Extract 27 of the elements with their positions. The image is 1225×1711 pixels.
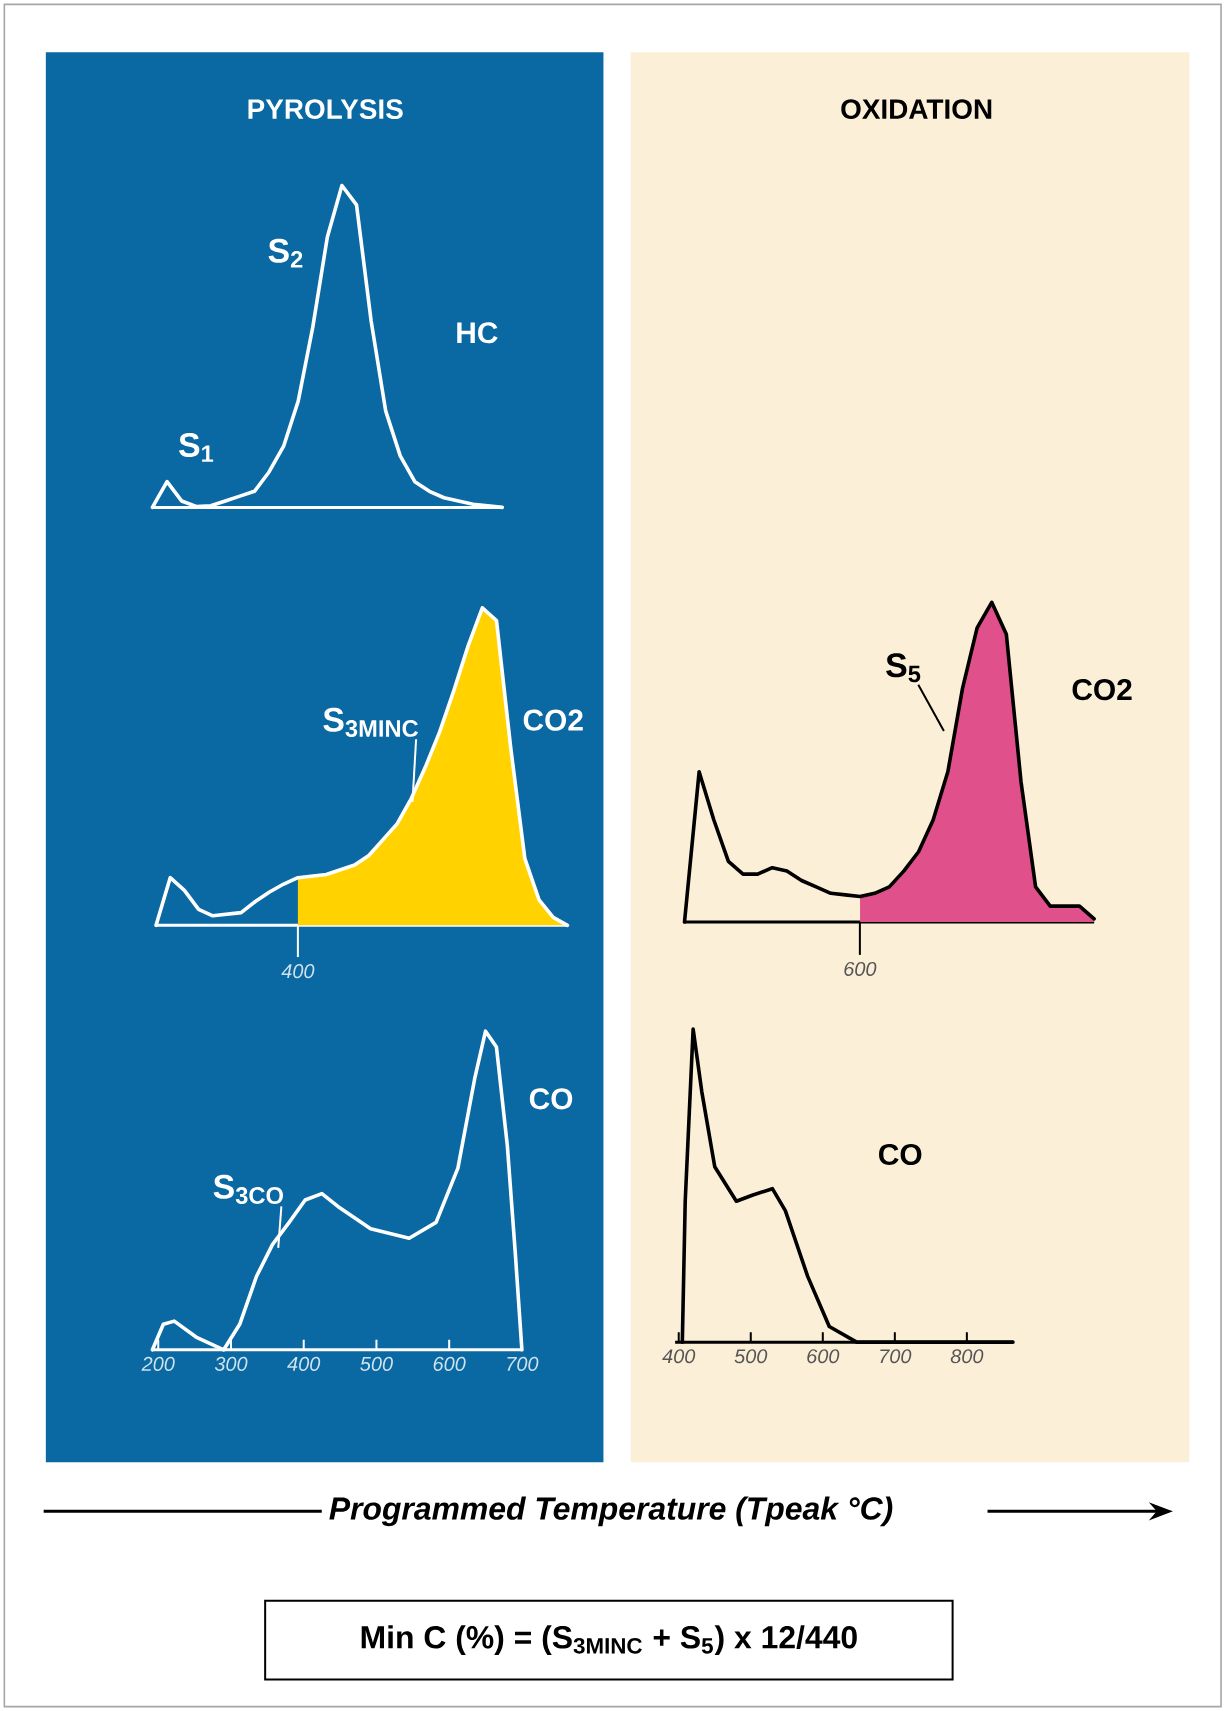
series-label: CO2 xyxy=(1072,679,1132,701)
x-tick-label: 200 xyxy=(141,1356,175,1371)
x-tick-label: 400 xyxy=(287,1356,320,1371)
chart-title: PYROLYSIS xyxy=(248,99,403,119)
text: CO xyxy=(878,1143,922,1166)
series-label: CO xyxy=(529,1088,573,1110)
x-tick-label: 500 xyxy=(734,1349,768,1364)
text: Min C (%) = (S$_{3MINC}$ + S$_{5}$) x 12/440 xyxy=(361,1625,857,1655)
text: HC xyxy=(457,322,498,344)
x-tick-label: 600 xyxy=(807,1349,840,1364)
x-tick-label: 800 xyxy=(950,1349,984,1364)
text: 600 xyxy=(844,961,877,977)
x-axis-title: Programmed Temperature (Tpeak °C) xyxy=(329,1496,893,1527)
x-tick-label: 500 xyxy=(360,1356,393,1371)
annotation: S$_{2}$ xyxy=(268,238,303,268)
annotation: S$_{5}$ xyxy=(885,653,921,683)
annotation: S$_{1}$ xyxy=(178,432,213,462)
series-label: CO2 xyxy=(523,709,583,731)
x-tick-label: 700 xyxy=(507,1356,539,1371)
x-tick-label: 400 xyxy=(662,1349,696,1364)
annotation: S$_{3MINC}$ xyxy=(323,707,418,737)
chart-title: OXIDATION xyxy=(841,99,992,120)
x-tick-label: 700 xyxy=(880,1349,912,1364)
annotation: S$_{3CO}$ xyxy=(213,1174,283,1204)
x-tick-label: 600 xyxy=(433,1356,466,1371)
x-tick-label: 300 xyxy=(214,1356,248,1371)
text: 400 xyxy=(281,964,315,979)
